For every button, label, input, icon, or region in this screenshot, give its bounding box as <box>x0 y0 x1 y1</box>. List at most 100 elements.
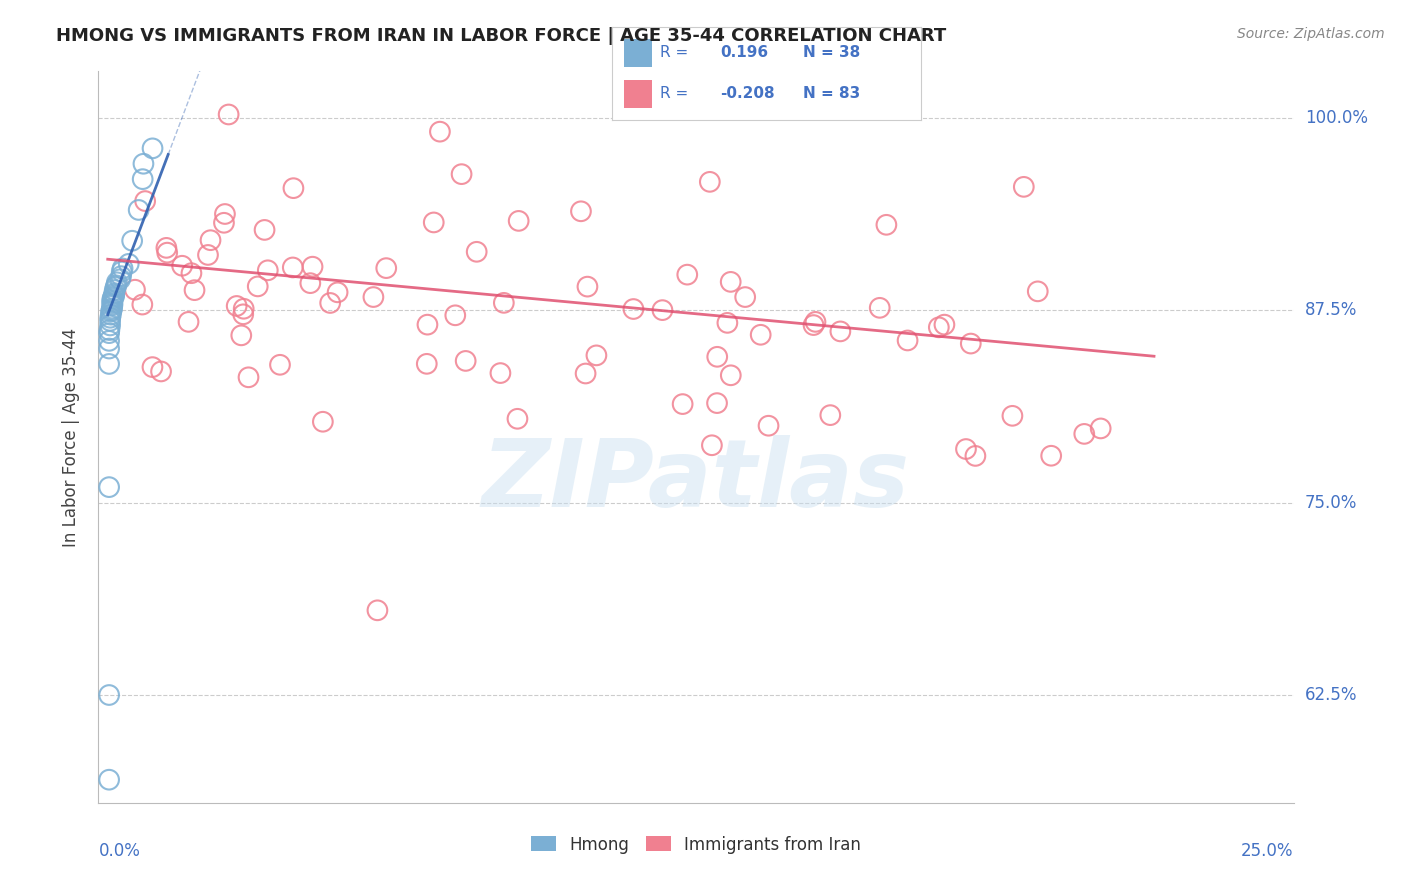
Point <box>803 318 825 332</box>
Point <box>200 233 222 247</box>
Point <box>269 358 291 372</box>
Point <box>101 298 124 312</box>
Point <box>98 342 121 356</box>
Point <box>1090 421 1112 435</box>
Point <box>132 157 155 171</box>
Point <box>720 275 742 289</box>
Point <box>326 285 349 300</box>
Point <box>830 325 852 339</box>
Text: R =: R = <box>659 87 688 101</box>
Text: 0.196: 0.196 <box>720 45 768 60</box>
Point <box>955 442 977 456</box>
Point <box>98 310 121 325</box>
Point <box>749 327 772 342</box>
Point <box>103 287 125 301</box>
Point <box>444 308 467 322</box>
Point <box>585 348 607 362</box>
Legend: Hmong, Immigrants from Iran: Hmong, Immigrants from Iran <box>524 829 868 860</box>
Point <box>98 326 121 340</box>
Text: 87.5%: 87.5% <box>1305 301 1357 319</box>
Text: HMONG VS IMMIGRANTS FROM IRAN IN LABOR FORCE | AGE 35-44 CORRELATION CHART: HMONG VS IMMIGRANTS FROM IRAN IN LABOR F… <box>56 27 946 45</box>
Point <box>100 304 122 318</box>
Point <box>172 259 194 273</box>
Point <box>98 357 121 371</box>
Point <box>465 244 488 259</box>
Point <box>416 318 439 332</box>
Point <box>131 172 153 186</box>
Point <box>720 368 742 383</box>
Point <box>218 107 240 121</box>
Point <box>965 449 987 463</box>
Point <box>101 291 124 305</box>
Point <box>416 357 439 371</box>
Point <box>177 315 200 329</box>
Point <box>375 261 398 276</box>
Text: 100.0%: 100.0% <box>1305 109 1368 127</box>
Point <box>281 260 304 275</box>
Point <box>141 360 163 375</box>
Point <box>98 323 121 337</box>
Point <box>100 303 122 318</box>
Point <box>676 268 699 282</box>
Point <box>111 261 134 276</box>
Point <box>105 276 128 290</box>
Point <box>212 216 235 230</box>
Point <box>1073 426 1095 441</box>
Point <box>108 272 131 286</box>
Point <box>134 194 156 208</box>
Point <box>150 364 173 378</box>
Text: N = 38: N = 38 <box>803 45 860 60</box>
Point <box>450 167 472 181</box>
Text: 75.0%: 75.0% <box>1305 493 1357 511</box>
Point <box>734 290 756 304</box>
Point <box>103 289 125 303</box>
Point <box>299 276 322 290</box>
Point <box>98 480 121 494</box>
Point <box>156 245 179 260</box>
Point <box>246 279 269 293</box>
Point <box>225 299 247 313</box>
Bar <box>624 39 652 67</box>
Point <box>283 181 305 195</box>
Point <box>312 415 335 429</box>
Point <box>104 283 127 297</box>
Point <box>700 438 723 452</box>
Text: 62.5%: 62.5% <box>1305 686 1357 704</box>
Text: Source: ZipAtlas.com: Source: ZipAtlas.com <box>1237 27 1385 41</box>
Point <box>699 175 721 189</box>
Point <box>1012 179 1035 194</box>
Point <box>869 301 891 315</box>
Point <box>706 350 728 364</box>
Point <box>429 125 451 139</box>
Point <box>128 202 150 217</box>
Point <box>197 248 219 262</box>
Point <box>100 308 122 322</box>
Point <box>574 367 596 381</box>
Point <box>576 279 599 293</box>
Point <box>232 301 254 316</box>
Point <box>1026 285 1049 299</box>
Point <box>214 207 236 221</box>
Point <box>253 223 276 237</box>
Point <box>101 293 124 308</box>
Point <box>183 283 205 297</box>
Point <box>508 214 530 228</box>
Point <box>231 328 253 343</box>
Point <box>104 280 127 294</box>
Y-axis label: In Labor Force | Age 35-44: In Labor Force | Age 35-44 <box>62 327 80 547</box>
Point <box>1040 449 1063 463</box>
Point <box>98 334 121 348</box>
Bar <box>624 80 652 108</box>
Point <box>124 283 146 297</box>
Point <box>422 215 444 229</box>
Text: R =: R = <box>659 45 688 60</box>
Text: 0.0%: 0.0% <box>98 842 141 860</box>
Point <box>804 315 827 329</box>
Point <box>569 204 592 219</box>
Point <box>256 263 278 277</box>
Point <box>489 366 512 380</box>
Point <box>103 286 125 301</box>
Point <box>101 295 124 310</box>
Point <box>959 336 981 351</box>
Point <box>98 318 121 333</box>
